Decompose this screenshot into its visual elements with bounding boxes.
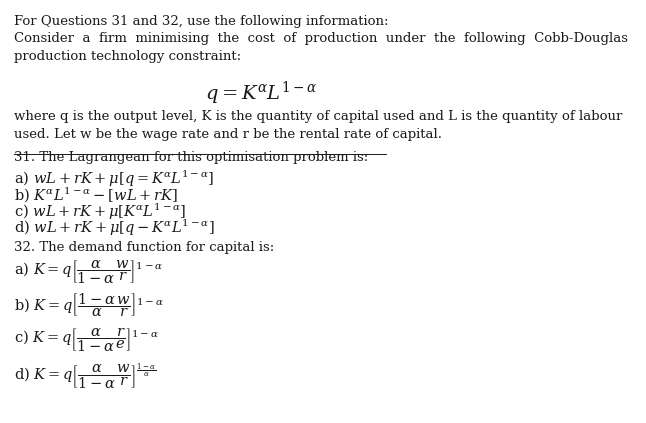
Text: d) $K = q\left[\dfrac{\alpha}{1-\alpha}\dfrac{w}{r}\right]^{\frac{1-\alpha}{\alp: d) $K = q\left[\dfrac{\alpha}{1-\alpha}\… [14,362,157,391]
Text: a) $K = q\left[\dfrac{\alpha}{1-\alpha}\dfrac{w}{r}\right]^{1-\alpha}$: a) $K = q\left[\dfrac{\alpha}{1-\alpha}\… [14,258,164,286]
Text: d) $wL + rK + \mu[q - K^{\alpha}L^{1-\alpha}]$: d) $wL + rK + \mu[q - K^{\alpha}L^{1-\al… [14,218,215,239]
Text: Consider  a  firm  minimising  the  cost  of  production  under  the  following : Consider a firm minimising the cost of p… [14,33,629,45]
Text: b) $K = q\left[\dfrac{1-\alpha}{\alpha}\dfrac{w}{r}\right]^{1-\alpha}$: b) $K = q\left[\dfrac{1-\alpha}{\alpha}\… [14,291,165,319]
Text: 32. The demand function for capital is:: 32. The demand function for capital is: [14,241,275,253]
Text: c) $K = q\left[\dfrac{\alpha}{1-\alpha}\dfrac{r}{e}\right]^{1-\alpha}$: c) $K = q\left[\dfrac{\alpha}{1-\alpha}\… [14,326,160,354]
Text: 31. The Lagrangean for this optimisation problem is:: 31. The Lagrangean for this optimisation… [14,151,369,164]
Text: where q is the output level, K is the quantity of capital used and L is the quan: where q is the output level, K is the qu… [14,110,623,123]
Text: $q = K^{\alpha}L^{1-\alpha}$: $q = K^{\alpha}L^{1-\alpha}$ [205,80,318,107]
Text: a) $wL + rK + \mu[q = K^{\alpha}L^{1-\alpha}]$: a) $wL + rK + \mu[q = K^{\alpha}L^{1-\al… [14,168,214,189]
Text: production technology constraint:: production technology constraint: [14,50,242,63]
Text: used. Let w be the wage rate and r be the rental rate of capital.: used. Let w be the wage rate and r be th… [14,128,443,141]
Text: b) $K^{\alpha}L^{1-\alpha} - [wL + rK]$: b) $K^{\alpha}L^{1-\alpha} - [wL + rK]$ [14,185,178,204]
Text: c) $wL + rK + \mu[K^{\alpha}L^{1-\alpha}]$: c) $wL + rK + \mu[K^{\alpha}L^{1-\alpha}… [14,201,187,222]
Text: For Questions 31 and 32, use the following information:: For Questions 31 and 32, use the followi… [14,14,389,27]
